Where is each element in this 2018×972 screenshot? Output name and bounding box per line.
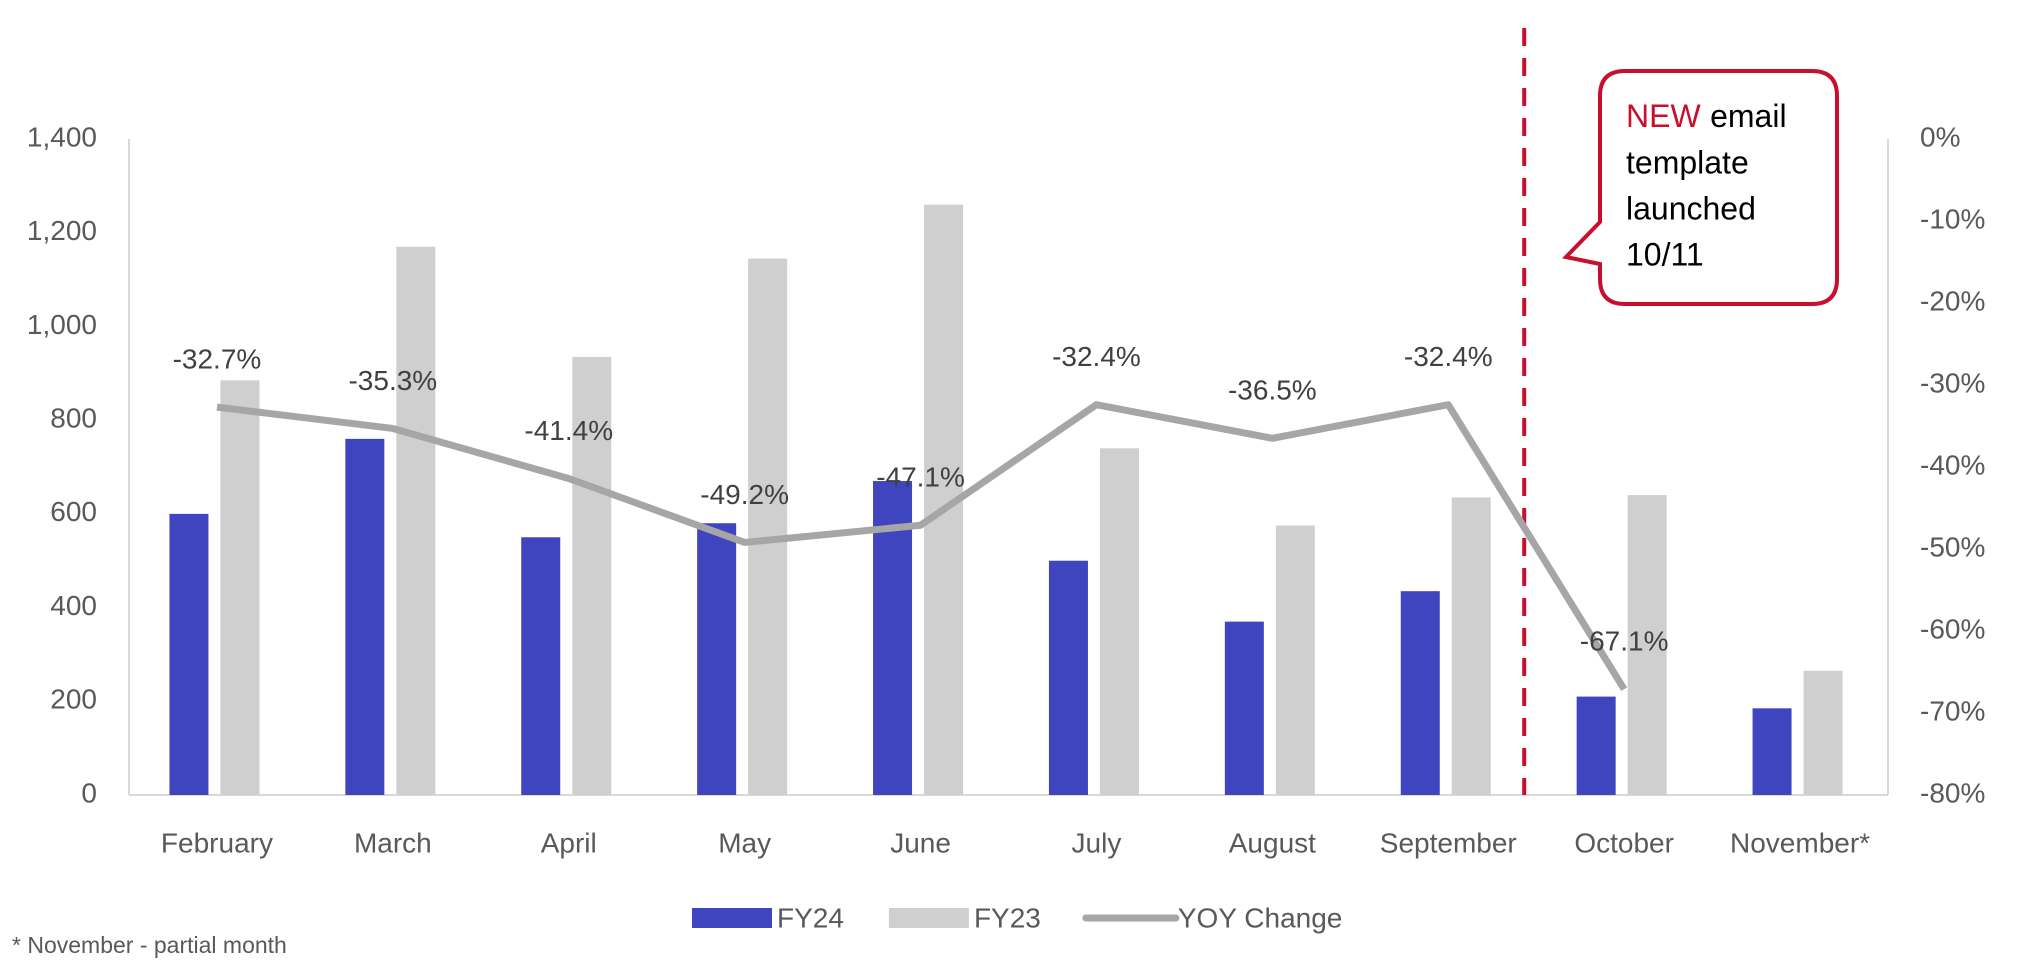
legend-label: FY24 bbox=[777, 902, 844, 933]
y2-tick-label: -30% bbox=[1920, 367, 1985, 398]
line bbox=[216, 401, 1628, 692]
annotation-text: NEW email bbox=[1626, 98, 1787, 134]
y-tick-label: 1,400 bbox=[27, 121, 97, 152]
y-tick-label: 1,200 bbox=[27, 215, 97, 246]
x-tick-label: May bbox=[718, 827, 771, 858]
bar bbox=[1224, 621, 1264, 795]
y-tick-label: 200 bbox=[50, 684, 97, 715]
data-label: -35.3% bbox=[348, 365, 437, 396]
bar bbox=[1576, 696, 1616, 795]
y-tick-label: 1,000 bbox=[27, 309, 97, 340]
y2-tick-label: -70% bbox=[1920, 695, 1985, 726]
x-tick-label: April bbox=[541, 827, 597, 858]
y2-tick-label: -20% bbox=[1920, 285, 1985, 316]
bar bbox=[1400, 591, 1440, 795]
bar bbox=[169, 513, 209, 795]
y-tick-label: 600 bbox=[50, 496, 97, 527]
data-label: -49.2% bbox=[700, 479, 789, 510]
bar bbox=[396, 246, 436, 795]
x-tick-label: March bbox=[354, 827, 432, 858]
bar bbox=[572, 356, 612, 795]
y-tick-label: 0 bbox=[81, 777, 97, 808]
bar bbox=[1803, 670, 1843, 795]
y-tick-label: 400 bbox=[50, 590, 97, 621]
bar bbox=[1752, 708, 1792, 795]
y2-tick-label: -80% bbox=[1920, 777, 1985, 808]
legend-swatch bbox=[692, 908, 772, 928]
data-label: -41.4% bbox=[524, 415, 613, 446]
bar bbox=[697, 523, 737, 795]
y2-tick-label: -40% bbox=[1920, 449, 1985, 480]
bar bbox=[1099, 448, 1139, 795]
y2-tick-label: -10% bbox=[1920, 203, 1985, 234]
bar bbox=[873, 481, 913, 795]
legend-label: YOY Change bbox=[1178, 902, 1343, 933]
x-tick-label: July bbox=[1072, 827, 1122, 858]
x-tick-label: June bbox=[890, 827, 951, 858]
bar bbox=[748, 258, 788, 795]
bar bbox=[1048, 560, 1088, 795]
annotation-highlight: NEW bbox=[1626, 98, 1701, 134]
annotation-line: email bbox=[1710, 98, 1786, 134]
data-label: -32.4% bbox=[1404, 341, 1493, 372]
bar bbox=[220, 380, 260, 795]
annotation-text: template bbox=[1626, 144, 1749, 180]
annotation: NEW email template launched 10/11 bbox=[1562, 69, 1839, 306]
callout-box bbox=[1562, 69, 1839, 306]
y2-tick-label: 0% bbox=[1920, 121, 1960, 152]
x-tick-label: November* bbox=[1730, 827, 1870, 858]
legend-swatch bbox=[888, 908, 969, 928]
y-tick-label: 800 bbox=[50, 403, 97, 434]
data-label: -67.1% bbox=[1580, 626, 1669, 657]
x-tick-label: October bbox=[1574, 827, 1674, 858]
data-label: -32.4% bbox=[1052, 341, 1141, 372]
annotation-text: 10/11 bbox=[1626, 236, 1704, 272]
y2-tick-label: -50% bbox=[1920, 531, 1985, 562]
data-label: -32.7% bbox=[173, 344, 262, 375]
bar bbox=[521, 537, 561, 795]
bar bbox=[1451, 497, 1491, 795]
bar bbox=[345, 438, 385, 795]
x-tick-label: February bbox=[161, 827, 273, 858]
x-tick-label: August bbox=[1229, 827, 1316, 858]
footnote: * November - partial month bbox=[12, 932, 287, 958]
data-label: -47.1% bbox=[876, 462, 965, 493]
legend-label: FY23 bbox=[974, 902, 1041, 933]
bar bbox=[1627, 495, 1667, 795]
data-label: -36.5% bbox=[1228, 375, 1317, 406]
bar bbox=[1275, 525, 1315, 795]
y2-tick-label: -60% bbox=[1920, 613, 1985, 644]
x-tick-label: September bbox=[1380, 827, 1517, 858]
annotation-text: launched bbox=[1626, 190, 1756, 226]
